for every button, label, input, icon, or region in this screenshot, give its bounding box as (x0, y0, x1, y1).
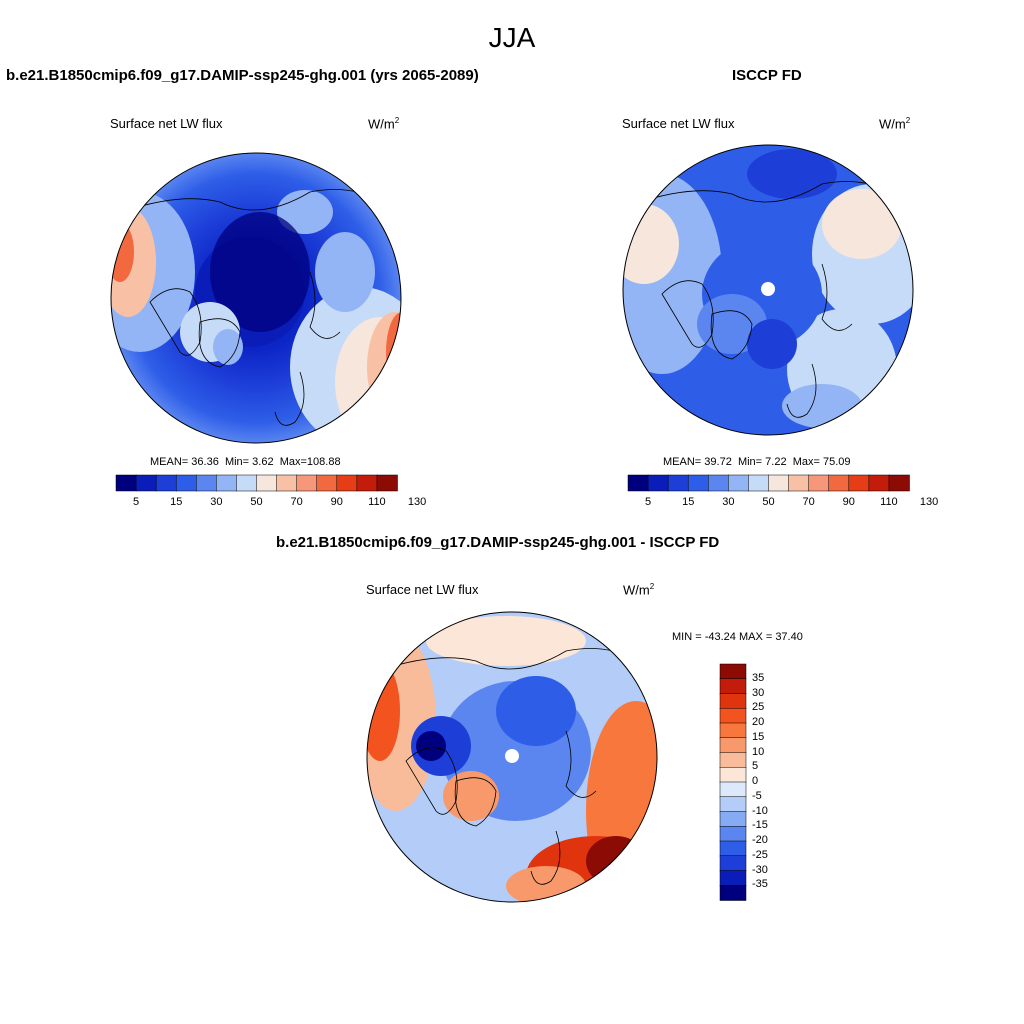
model-colorbar-swatch (336, 474, 358, 492)
difference-colorbar-tick-label: -25 (752, 848, 768, 861)
difference-colorbar-tick-label: 5 (752, 760, 759, 773)
model-colorbar-tick-label: 15 (170, 496, 183, 508)
difference-colorbar-tick-label: -10 (752, 804, 768, 817)
model-colorbar-swatch (135, 474, 157, 492)
model-units-label: W/m2 (368, 116, 400, 132)
difference-colorbar-tick-label: 30 (752, 686, 765, 699)
obs-colorbar-tick-label: 15 (682, 496, 695, 508)
obs-colorbar-tick-label: 5 (645, 496, 652, 508)
difference-colorbar-swatch (719, 663, 747, 680)
model-colorbar-swatch (175, 474, 198, 492)
difference-colorbar-swatch (719, 870, 747, 886)
obs-colorbar-swatch (888, 474, 910, 492)
obs-colorbar-tick-label: 90 (842, 496, 855, 508)
difference-colorbar-tick-label: -15 (752, 819, 768, 832)
model-colorbar-swatch (376, 474, 398, 492)
obs-variable-label: Surface net LW flux (622, 116, 735, 131)
model-stats: MEAN= 36.36 Min= 3.62 Max=108.88 (150, 456, 341, 468)
model-colorbar-tick-label: 50 (250, 496, 263, 508)
difference-colorbar-swatch (719, 781, 747, 798)
obs-colorbar-swatch (768, 474, 790, 492)
difference-colorbar-swatch (719, 678, 747, 695)
obs-colorbar-swatch (748, 474, 770, 492)
model-colorbar (115, 474, 398, 492)
obs-colorbar-tick-label: 30 (722, 496, 735, 508)
figure-title: JJA (488, 22, 536, 53)
obs-polar-map-icon (622, 144, 914, 436)
obs-colorbar-swatch (728, 474, 750, 492)
difference-colorbar-tick-label: 20 (752, 716, 765, 728)
obs-colorbar-swatch (828, 474, 850, 492)
difference-colorbar-swatch (719, 722, 747, 739)
model-colorbar-swatch (356, 474, 378, 492)
obs-panel-title: ISCCP FD (732, 67, 802, 84)
difference-colorbar-swatch (719, 811, 747, 827)
difference-colorbar-tick-label: -30 (752, 863, 768, 876)
difference-colorbar-swatch (719, 840, 747, 857)
difference-colorbar-swatch (719, 826, 747, 842)
obs-colorbar-tick-label: 70 (802, 496, 815, 508)
obs-colorbar-swatch (808, 474, 830, 492)
model-colorbar-swatch (236, 474, 258, 492)
difference-minmax: MIN = -43.24 MAX = 37.40 (672, 631, 803, 643)
obs-colorbar (627, 474, 910, 492)
model-colorbar-swatch (196, 474, 218, 492)
difference-variable-label: Surface net LW flux (366, 582, 479, 597)
obs-colorbar-swatch (848, 474, 870, 492)
difference-colorbar-tick-label: 10 (752, 745, 765, 758)
model-polar-map-icon (110, 152, 402, 444)
obs-colorbar-tick-label: 50 (762, 496, 775, 508)
difference-colorbar-tick-label: 35 (752, 671, 765, 684)
obs-units-label: W/m2 (879, 116, 911, 132)
difference-colorbar-tick-label: 15 (752, 730, 765, 743)
model-colorbar-tick-label: 110 (368, 496, 386, 508)
obs-colorbar-swatch (627, 474, 649, 492)
difference-colorbar-tick-label: 25 (752, 701, 765, 714)
model-colorbar-swatch (316, 474, 338, 492)
difference-colorbar-tick-label: -5 (752, 789, 762, 802)
model-variable-label: Surface net LW flux (110, 116, 223, 131)
difference-units-label: W/m2 (623, 582, 655, 598)
difference-polar-map-icon (366, 611, 658, 903)
model-colorbar-tick-label: 90 (330, 496, 343, 508)
model-colorbar-swatch (216, 474, 238, 492)
difference-colorbar-swatch (719, 796, 747, 813)
model-colorbar-tick-label: 70 (290, 496, 303, 508)
obs-colorbar-tick-label: 110 (880, 496, 898, 508)
obs-stats: MEAN= 39.72 Min= 7.22 Max= 75.09 (663, 456, 851, 468)
difference-colorbar-tick-label: 0 (752, 775, 759, 787)
obs-colorbar-swatch (708, 474, 730, 492)
difference-colorbar-swatch (719, 885, 747, 901)
model-colorbar-swatch (296, 474, 318, 492)
difference-colorbar-tick-label: -35 (752, 878, 768, 891)
difference-colorbar-swatch (719, 708, 747, 724)
difference-panel-title: b.e21.B1850cmip6.f09_g17.DAMIP-ssp245-gh… (276, 534, 720, 551)
obs-colorbar-swatch (788, 474, 810, 492)
obs-colorbar-swatch (647, 474, 669, 492)
difference-colorbar-swatch (719, 693, 747, 709)
model-colorbar-swatch (256, 474, 278, 492)
model-colorbar-tick-label: 30 (210, 496, 223, 508)
obs-colorbar-tick-label: 130 (919, 496, 939, 508)
model-colorbar-tick-label: 5 (133, 496, 140, 508)
obs-colorbar-swatch (687, 474, 710, 492)
difference-colorbar-swatch (719, 855, 747, 872)
difference-colorbar-tick-label: -20 (752, 834, 768, 846)
obs-colorbar-swatch (868, 474, 890, 492)
model-colorbar-swatch (115, 474, 137, 492)
difference-colorbar (719, 663, 747, 901)
model-colorbar-tick-label: 130 (407, 496, 427, 508)
difference-colorbar-swatch (719, 767, 747, 783)
model-colorbar-swatch (155, 474, 177, 492)
model-colorbar-swatch (276, 474, 298, 492)
obs-colorbar-swatch (667, 474, 689, 492)
difference-colorbar-swatch (719, 737, 747, 754)
difference-colorbar-swatch (719, 752, 747, 768)
model-panel-title: b.e21.B1850cmip6.f09_g17.DAMIP-ssp245-gh… (6, 67, 479, 84)
